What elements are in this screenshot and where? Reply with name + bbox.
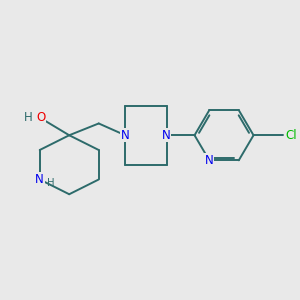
Text: Cl: Cl [285,129,297,142]
Text: H: H [24,111,33,124]
Text: N: N [162,129,171,142]
Text: N: N [35,173,44,186]
Text: O: O [37,111,46,124]
Text: N: N [121,129,130,142]
Text: H: H [47,178,55,188]
Text: N: N [205,154,214,167]
